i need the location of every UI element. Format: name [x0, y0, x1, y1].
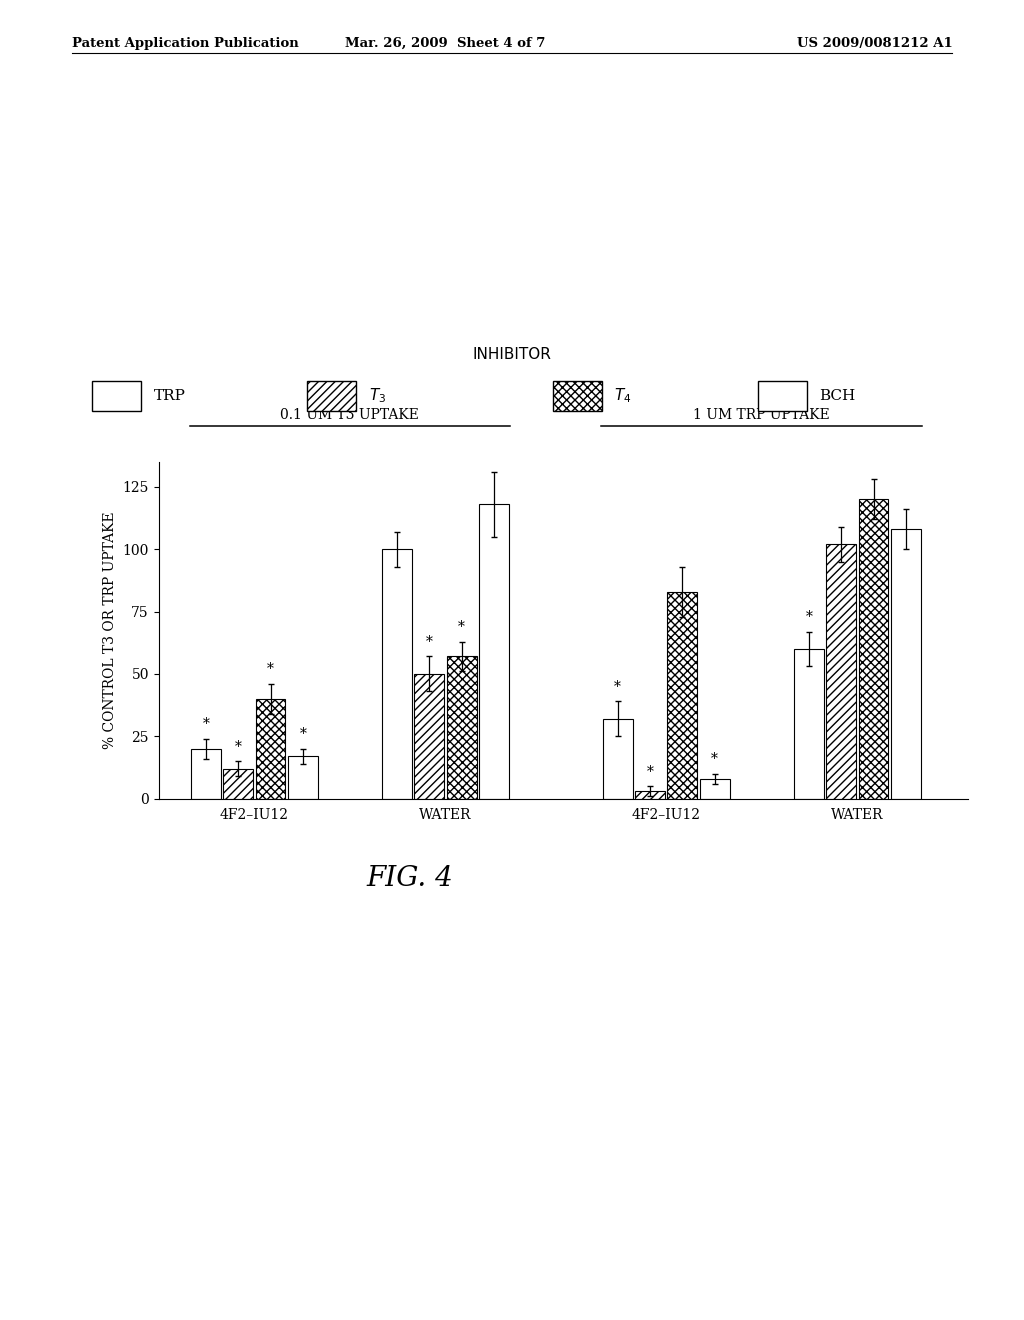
Text: $T_3$: $T_3$	[369, 387, 386, 405]
Text: *: *	[614, 680, 622, 694]
Y-axis label: % CONTROL T3 OR TRP UPTAKE: % CONTROL T3 OR TRP UPTAKE	[103, 511, 117, 750]
Bar	[382, 549, 412, 799]
Text: *: *	[459, 620, 465, 634]
Bar	[223, 768, 253, 799]
Bar	[256, 698, 286, 799]
Bar	[635, 791, 665, 799]
Bar	[603, 719, 633, 799]
Text: *: *	[234, 739, 242, 754]
Text: *: *	[806, 610, 812, 624]
Bar	[446, 656, 476, 799]
Text: Mar. 26, 2009  Sheet 4 of 7: Mar. 26, 2009 Sheet 4 of 7	[345, 37, 546, 50]
Bar	[826, 544, 856, 799]
Text: INHIBITOR: INHIBITOR	[472, 347, 552, 362]
Text: FIG. 4: FIG. 4	[367, 865, 453, 891]
Text: *: *	[426, 635, 433, 649]
Bar	[699, 779, 729, 799]
Text: *: *	[646, 764, 653, 779]
Bar	[794, 649, 823, 799]
Text: Patent Application Publication: Patent Application Publication	[72, 37, 298, 50]
Bar	[190, 748, 220, 799]
Text: 0.1 UM T3 UPTAKE: 0.1 UM T3 UPTAKE	[281, 408, 420, 422]
Text: *: *	[712, 752, 718, 766]
Bar	[288, 756, 317, 799]
Bar	[668, 591, 697, 799]
Bar	[415, 675, 444, 799]
Bar	[859, 499, 889, 799]
Bar	[479, 504, 509, 799]
Text: *: *	[203, 717, 209, 731]
Text: $T_4$: $T_4$	[614, 387, 632, 405]
Text: US 2009/0081212 A1: US 2009/0081212 A1	[797, 37, 952, 50]
Text: BCH: BCH	[819, 389, 855, 403]
Text: TRP: TRP	[154, 389, 185, 403]
Text: 1 UM TRP UPTAKE: 1 UM TRP UPTAKE	[693, 408, 830, 422]
Text: *: *	[267, 663, 274, 676]
Bar	[891, 529, 921, 799]
Text: *: *	[299, 727, 306, 742]
